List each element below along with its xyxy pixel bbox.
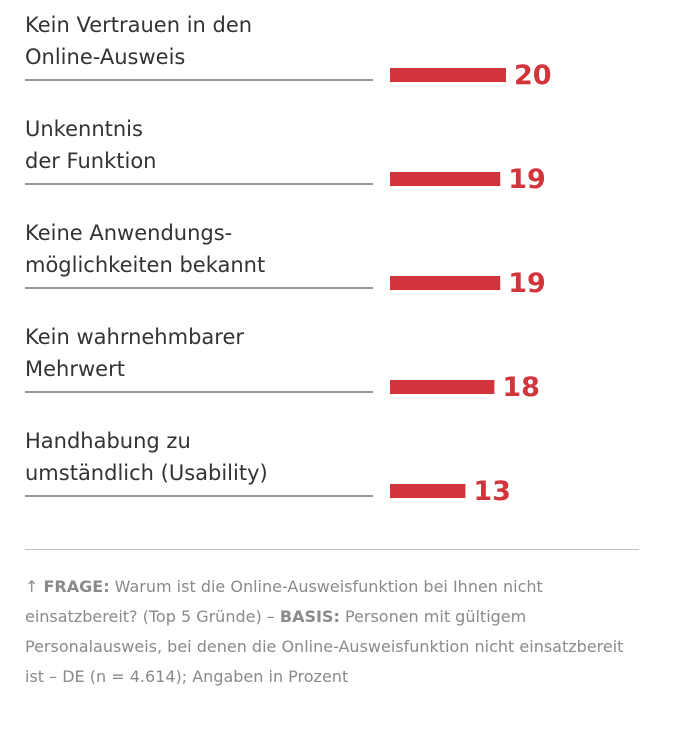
category-label: Unkenntnis der Funktion (25, 117, 157, 173)
category-label: Handhabung zu umständlich (Usability) (25, 429, 268, 485)
bar (390, 68, 506, 82)
category-label-line: Online-Ausweis (25, 45, 185, 69)
category-label-line: Kein Vertrauen in den (25, 13, 252, 37)
category-label-line: Kein wahrnehmbarer (25, 325, 244, 349)
value-label: 18 (502, 372, 540, 403)
basis-text: Personen mit gültigem Personalausweis, b… (25, 607, 624, 686)
category-label-line: umständlich (Usability) (25, 461, 268, 485)
footnote: ↑ FRAGE: Warum ist die Online-Ausweisfun… (25, 572, 625, 692)
bar (390, 484, 466, 498)
category-label-line: Keine Anwendungs- (25, 221, 232, 245)
category-label: Kein wahrnehmbarer Mehrwert (25, 325, 244, 381)
bar (390, 172, 501, 186)
value-label: 13 (473, 476, 511, 507)
value-label: 19 (508, 268, 546, 299)
category-label-line: Mehrwert (25, 357, 125, 381)
category-label-line: Handhabung zu (25, 429, 191, 453)
category-label: Kein Vertrauen in den Online-Ausweis (25, 13, 252, 69)
bar (390, 380, 495, 394)
value-label: 20 (514, 60, 552, 91)
category-label: Keine Anwendungs-möglichkeiten bekannt (25, 221, 265, 277)
value-label: 19 (508, 164, 546, 195)
frage-label: FRAGE: (43, 577, 110, 596)
frage-text: Warum ist die Online-Ausweisfunktion bei… (25, 577, 543, 626)
category-label-line: Unkenntnis (25, 117, 143, 141)
footnote-divider (25, 549, 639, 550)
category-label-line: möglichkeiten bekannt (25, 253, 265, 277)
bar-chart: Kein Vertrauen in den Online-Ausweis 20 Unk… (25, 13, 552, 507)
category-label-line: der Funktion (25, 149, 157, 173)
arrow-up-icon: ↑ (25, 577, 39, 596)
basis-label: BASIS: (279, 607, 340, 626)
bar (390, 276, 501, 290)
